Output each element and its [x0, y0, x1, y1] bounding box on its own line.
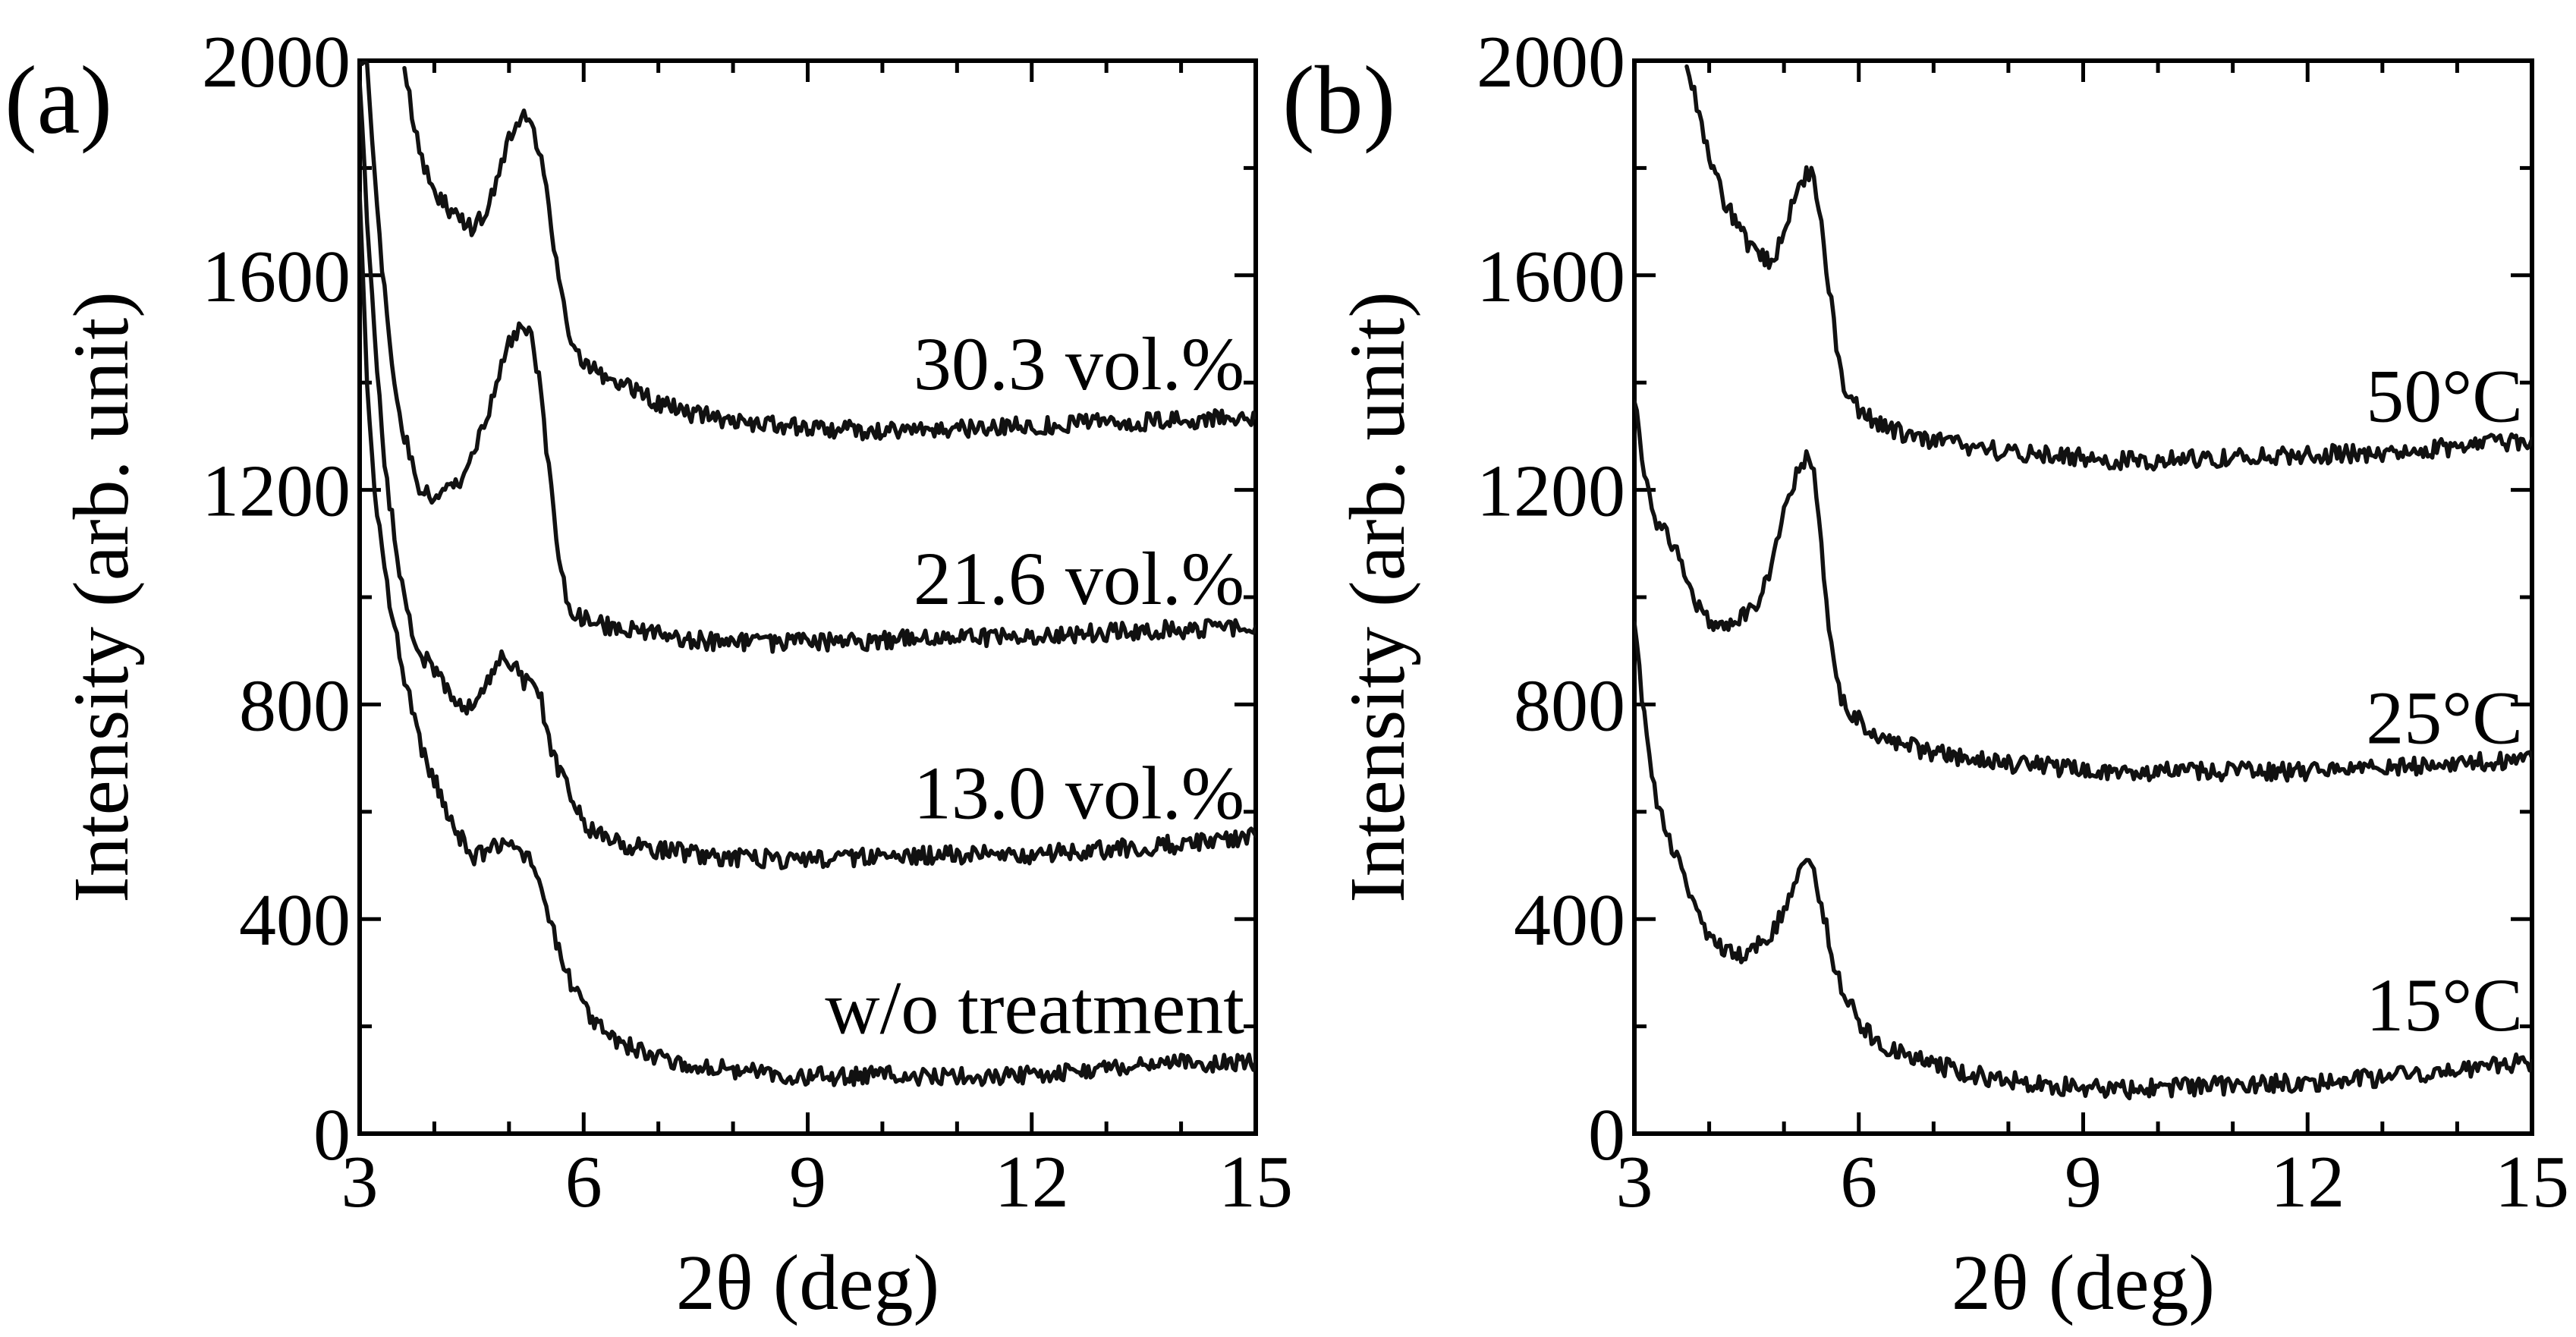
series-label: 50°C	[2366, 354, 2523, 438]
x-tick-label: 15	[2495, 1141, 2569, 1223]
series-label: 25°C	[2366, 676, 2523, 760]
series-line-30-3-vol-	[402, 65, 1256, 442]
y-tick-label: 0	[313, 1094, 351, 1176]
panel-label: (b)	[1282, 46, 1395, 154]
y-axis-title: Intensity (arb. unit)	[1334, 291, 1421, 903]
series-line-50-c	[1684, 64, 2532, 472]
y-tick-label: 0	[1588, 1094, 1625, 1176]
x-axis-title: 2θ (deg)	[1952, 1239, 2215, 1326]
y-tick-label: 1200	[202, 451, 351, 533]
x-axis-title: 2θ (deg)	[676, 1239, 939, 1326]
series-group	[360, 61, 1256, 1087]
y-tick-label: 2000	[202, 21, 351, 103]
y-tick-label: 1600	[1477, 236, 1625, 318]
series-label: 15°C	[2366, 963, 2523, 1047]
series-group	[1634, 64, 2532, 1101]
series-label: 13.0 vol.%	[914, 751, 1244, 835]
y-tick-label: 400	[1514, 879, 1625, 961]
x-tick-label: 9	[2065, 1141, 2102, 1223]
x-tick-label: 6	[1840, 1141, 1877, 1223]
x-tick-label: 3	[341, 1141, 379, 1223]
series-line-21-6-vol-	[360, 61, 1256, 654]
y-tick-label: 800	[1514, 665, 1625, 747]
x-tick-label: 6	[565, 1141, 602, 1223]
series-line-15-c	[1634, 621, 2532, 1101]
x-tick-label: 12	[2270, 1141, 2345, 1223]
series-label: 21.6 vol.%	[914, 536, 1244, 621]
series-line-25-c	[1634, 399, 2532, 783]
x-tick-label: 9	[789, 1141, 826, 1223]
x-tick-label: 12	[995, 1141, 1069, 1223]
y-tick-label: 1600	[202, 236, 351, 318]
y-tick-label: 1200	[1477, 451, 1625, 533]
x-tick-label: 3	[1616, 1141, 1653, 1223]
series-label: 30.3 vol.%	[914, 322, 1244, 406]
y-axis-title: Intensity (arb. unit)	[58, 291, 145, 903]
y-tick-label: 2000	[1477, 21, 1625, 103]
series-line-13-0-vol-	[360, 80, 1256, 870]
y-tick-label: 800	[239, 665, 351, 747]
y-tick-label: 400	[239, 879, 351, 961]
series-label: w/o treatment	[825, 965, 1244, 1049]
panel-b: 3 6 9 12 15 0 400 800 1200 1600 2000 2θ (deg) Intens…	[1282, 21, 2569, 1326]
x-tick-label: 15	[1219, 1141, 1293, 1223]
panel-label: (a)	[5, 46, 112, 154]
panel-a: 3 6 9 12 15 0 400 800 1200 1600 2000 2θ (deg) Intens…	[5, 21, 1293, 1326]
series-line-w-o-treatment	[360, 190, 1256, 1087]
